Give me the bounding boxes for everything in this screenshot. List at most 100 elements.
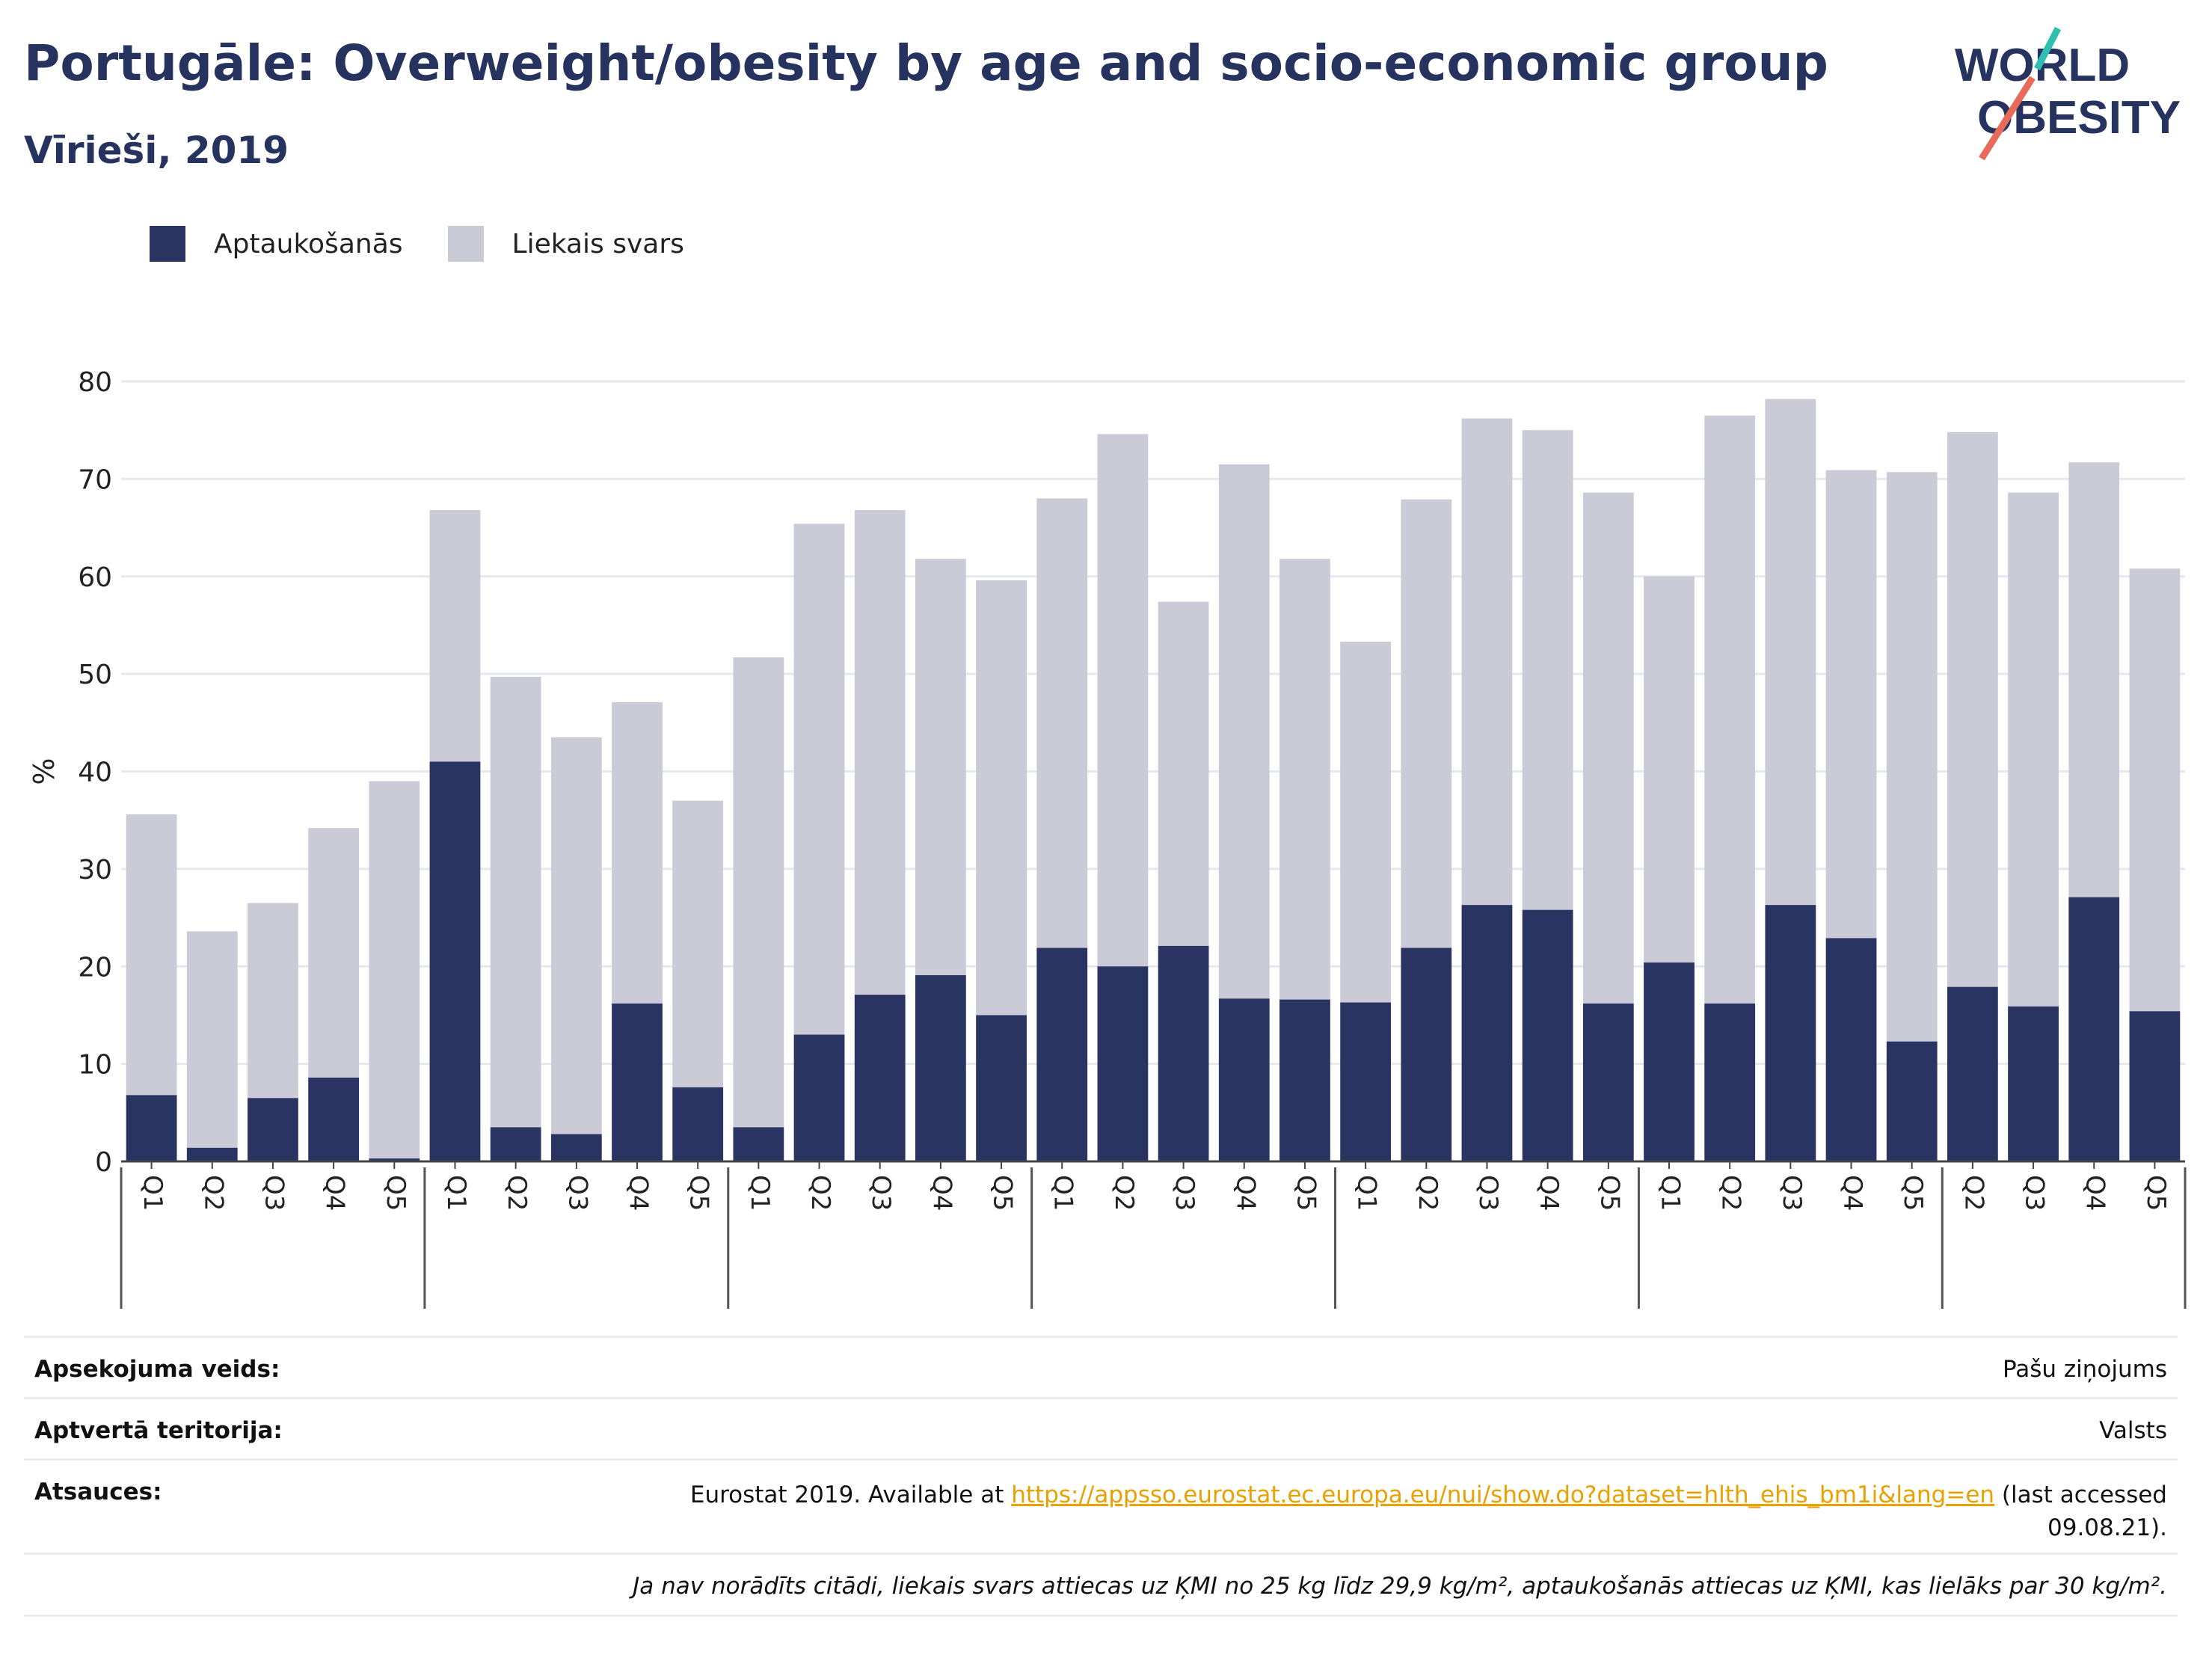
bar-obesity <box>793 1034 845 1161</box>
references-prefix: Eurostat 2019. Available at <box>689 1481 1012 1508</box>
bar-obesity <box>854 995 906 1161</box>
bar-obesity <box>1765 905 1816 1161</box>
x-tick-label: Q5 <box>1594 1175 1624 1211</box>
x-tick-label: Q3 <box>866 1175 896 1211</box>
bar-obesity <box>186 1147 238 1161</box>
x-tick-label: Q3 <box>2020 1175 2050 1211</box>
bar-overweight <box>2008 492 2059 1007</box>
bar-overweight <box>793 523 845 1035</box>
bar-overweight <box>1825 470 1877 939</box>
bar-obesity <box>1461 905 1513 1161</box>
bar-obesity <box>1340 1002 1392 1161</box>
x-tick-label: Q4 <box>1837 1175 1867 1211</box>
bar-overweight <box>1644 576 1695 963</box>
legend-label-obesity: Aptaukošanās <box>214 228 403 260</box>
bar-obesity <box>1279 999 1330 1161</box>
x-tick-label: Q4 <box>1534 1175 1564 1211</box>
bar-obesity <box>369 1158 420 1161</box>
y-tick-label: 20 <box>78 952 112 983</box>
bar-obesity <box>612 1003 663 1161</box>
x-tick-label: Q3 <box>259 1175 289 1211</box>
x-tick-label: Q3 <box>1777 1175 1807 1211</box>
x-tick-label: Q4 <box>2080 1175 2110 1211</box>
x-tick-label: Q2 <box>1109 1175 1139 1211</box>
bar-obesity <box>1644 962 1695 1161</box>
bar-obesity <box>1158 945 1209 1161</box>
x-tick-label: Q1 <box>138 1175 168 1211</box>
bar-obesity <box>1947 986 1998 1161</box>
bar-obesity <box>490 1127 541 1161</box>
y-tick-label: 80 <box>78 367 112 398</box>
bar-overweight <box>308 828 360 1078</box>
bar-overweight <box>1947 432 1998 987</box>
x-tick-label: Q1 <box>1656 1175 1686 1211</box>
bar-overweight <box>733 657 784 1128</box>
bar-overweight <box>369 781 420 1159</box>
meta-survey-label: Apsekojuma veids: <box>34 1356 280 1383</box>
bar-overweight <box>612 701 663 1004</box>
y-tick-label: 10 <box>78 1050 112 1081</box>
x-tick-label: Q4 <box>624 1175 654 1211</box>
bar-overweight <box>429 510 481 762</box>
bar-obesity <box>915 974 966 1161</box>
bar-overweight <box>1461 418 1513 906</box>
bar-obesity <box>126 1095 177 1161</box>
x-tick-label: Q1 <box>441 1175 471 1211</box>
x-tick-label: Q4 <box>320 1175 350 1211</box>
meta-row-note: Ja nav norādīts citādi, liekais svars at… <box>24 1553 2178 1617</box>
x-tick-label: Q5 <box>988 1175 1018 1211</box>
bar-overweight <box>2129 568 2181 1012</box>
x-tick-label: Q2 <box>502 1175 532 1211</box>
bar-overweight <box>1886 472 1938 1042</box>
bar-overweight <box>672 800 724 1087</box>
y-tick-label: 30 <box>78 855 112 885</box>
x-tick-label: Q2 <box>805 1175 835 1211</box>
bar-overweight <box>490 677 541 1128</box>
bar-overweight <box>976 580 1027 1016</box>
bar-obesity <box>308 1077 360 1161</box>
bar-overweight <box>1765 399 1816 906</box>
x-tick-label: Q2 <box>1716 1175 1746 1211</box>
x-tick-label: Q5 <box>684 1175 714 1211</box>
bar-obesity <box>1886 1041 1938 1161</box>
x-tick-label: Q3 <box>1170 1175 1199 1211</box>
x-tick-label: Q3 <box>1473 1175 1503 1211</box>
bar-obesity <box>550 1134 602 1161</box>
legend-swatch-obesity <box>150 226 185 262</box>
bar-overweight <box>550 737 602 1134</box>
x-tick-label: Q4 <box>927 1175 956 1211</box>
bar-obesity <box>2129 1011 2181 1161</box>
bar-overweight <box>1036 498 1088 948</box>
bar-obesity <box>1401 948 1452 1161</box>
bar-overweight <box>1158 601 1209 946</box>
x-tick-label: Q1 <box>1352 1175 1382 1211</box>
meta-row-references: Atsauces: Eurostat 2019. Available at ht… <box>24 1458 2178 1553</box>
bar-obesity <box>1825 938 1877 1161</box>
x-tick-label: Q5 <box>2141 1175 2171 1211</box>
references-suffix: (last accessed <box>1994 1481 2167 1508</box>
legend-label-overweight: Liekais svars <box>511 228 684 260</box>
world-obesity-logo: WORLD OBESITY <box>1955 27 2181 161</box>
meta-references-value: Eurostat 2019. Available at https://apps… <box>690 1479 2167 1544</box>
bar-obesity <box>976 1015 1027 1161</box>
references-link[interactable]: https://appsso.eurostat.ec.europa.eu/nui… <box>1011 1481 1995 1508</box>
bar-overweight <box>1704 415 1756 1004</box>
bar-overweight <box>915 559 966 975</box>
bar-obesity <box>429 761 481 1161</box>
bar-obesity <box>672 1087 724 1161</box>
bar-obesity <box>1522 909 1573 1161</box>
x-tick-label: Q2 <box>1413 1175 1443 1211</box>
meta-survey-value: Pašu ziņojums <box>2002 1356 2167 1383</box>
bar-obesity <box>2008 1006 2059 1161</box>
chart-title: Portugāle: Overweight/obesity by age and… <box>24 34 1828 92</box>
bar-obesity <box>733 1127 784 1161</box>
bar-overweight <box>126 814 177 1096</box>
y-axis-label: % <box>28 758 61 784</box>
meta-references-label: Atsauces: <box>34 1479 162 1505</box>
x-tick-label: Q3 <box>562 1175 592 1211</box>
bar-obesity <box>248 1098 298 1161</box>
meta-row-territory: Aptvertā teritorija: Valsts <box>24 1397 2178 1459</box>
y-tick-label: 50 <box>78 660 112 690</box>
bar-obesity <box>2068 897 2120 1161</box>
bar-obesity <box>1582 1003 1634 1161</box>
